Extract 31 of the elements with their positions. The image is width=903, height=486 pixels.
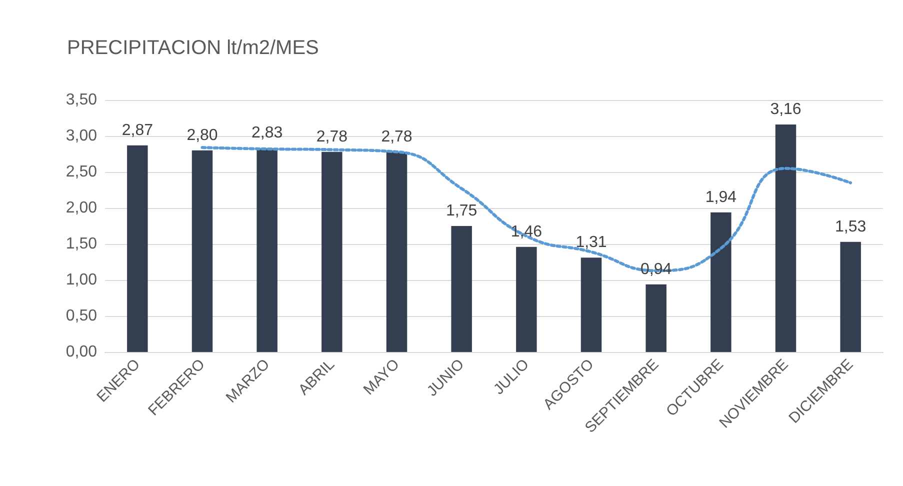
bar xyxy=(322,152,342,352)
y-tick-label: 0,00 xyxy=(66,344,98,360)
y-tick-label: 3,00 xyxy=(66,128,98,144)
data-label: 1,75 xyxy=(446,202,478,220)
bar xyxy=(127,145,148,352)
bar xyxy=(256,148,278,352)
y-tick-label: 3,50 xyxy=(66,92,98,108)
y-tick-label: 1,50 xyxy=(66,236,98,252)
data-label: 2,80 xyxy=(186,126,218,144)
bar xyxy=(646,284,666,352)
y-tick-label: 2,00 xyxy=(66,200,98,216)
chart-title: PRECIPITACION lt/m2/MES xyxy=(67,37,319,59)
y-tick-label: 1,00 xyxy=(66,272,98,288)
bar xyxy=(192,150,213,352)
y-tick-label: 2,50 xyxy=(66,164,98,180)
bar xyxy=(516,246,537,352)
data-label: 1,31 xyxy=(576,234,607,252)
data-label: 1,94 xyxy=(705,188,737,206)
data-label: 3,16 xyxy=(770,100,802,118)
data-label: 2,83 xyxy=(252,124,283,142)
bar xyxy=(775,124,796,352)
bar xyxy=(710,212,732,352)
bar xyxy=(580,258,602,352)
data-label: 2,78 xyxy=(316,128,348,146)
y-tick-label: 0,50 xyxy=(66,308,98,324)
bar xyxy=(840,242,861,352)
bar xyxy=(386,152,408,352)
data-label: 2,87 xyxy=(122,122,154,139)
bar xyxy=(451,226,472,352)
data-label: 1,53 xyxy=(835,218,866,236)
data-label: 2,78 xyxy=(381,128,412,146)
